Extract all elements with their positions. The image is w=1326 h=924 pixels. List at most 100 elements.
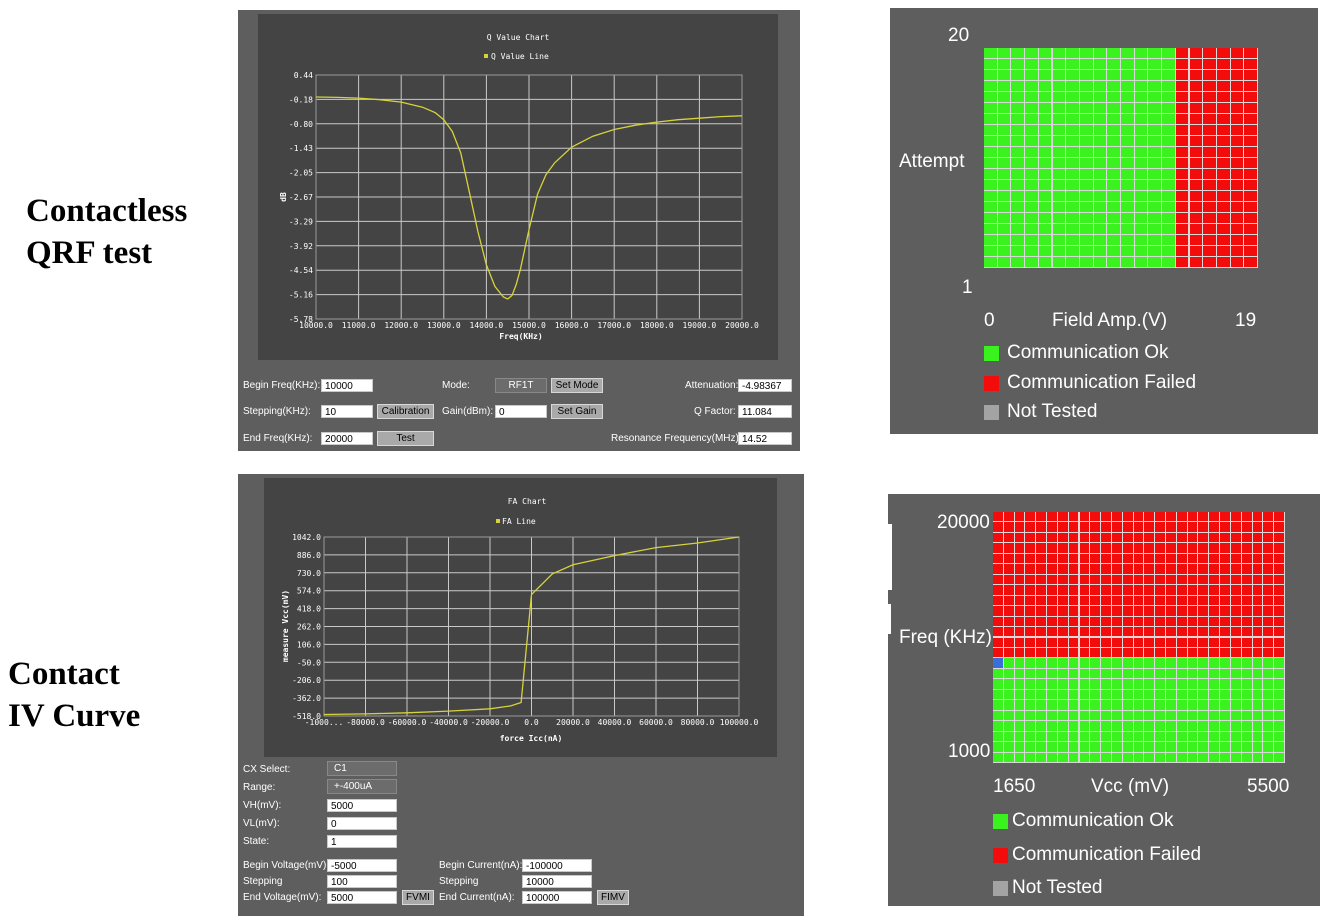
cx-select[interactable]: C1 — [327, 761, 397, 776]
grid-cell — [1066, 246, 1079, 256]
set-mode-button[interactable]: Set Mode — [551, 378, 603, 393]
grid-cell — [1011, 191, 1025, 201]
grid-cell — [1107, 235, 1120, 245]
grid-cell — [1011, 103, 1025, 113]
grid-cell — [1101, 647, 1111, 658]
state-input[interactable]: 1 — [327, 835, 397, 848]
grid-cell — [1209, 752, 1220, 762]
grid-cell — [1220, 564, 1230, 574]
grid-cell — [1203, 158, 1216, 168]
grid-cell — [1252, 668, 1263, 679]
calibration-button[interactable]: Calibration — [377, 404, 434, 419]
grid-cell — [1187, 553, 1198, 564]
grid-cell — [1121, 158, 1134, 168]
grid-cell — [1014, 627, 1025, 637]
grid-cell — [1025, 606, 1036, 616]
grid-cell — [1133, 522, 1144, 532]
grid-cell — [1038, 103, 1052, 113]
grid-cell — [1144, 564, 1155, 574]
vl-label: VL(mV): — [243, 818, 280, 829]
range-select[interactable]: +-400uA — [327, 779, 397, 794]
grid-cell — [1093, 92, 1107, 102]
begin-freq-label: Begin Freq(KHz): — [243, 380, 321, 391]
stepping-current-input[interactable]: 10000 — [522, 875, 592, 888]
vh-label: VH(mV): — [243, 800, 282, 811]
end-voltage-input[interactable]: 5000 — [327, 891, 397, 904]
resonance-value[interactable]: 14.52 — [738, 432, 792, 445]
grid-cell — [1230, 169, 1244, 179]
grid-cell — [997, 136, 1011, 146]
grid-cell — [1057, 742, 1068, 752]
end-current-input[interactable]: 100000 — [522, 891, 592, 904]
grid-cell — [1101, 700, 1111, 710]
end-freq-input[interactable]: 20000 — [321, 432, 373, 445]
grid-cell — [1209, 543, 1220, 553]
grid-cell — [1079, 658, 1090, 668]
grid-cell — [1079, 257, 1093, 267]
grid-cell — [1121, 48, 1134, 58]
grid-cell — [1263, 752, 1274, 762]
grid-cell — [1107, 224, 1120, 234]
grid-cell — [1155, 721, 1166, 731]
grid-cell — [1111, 595, 1122, 606]
grid-cell — [1107, 92, 1120, 102]
grid-cell — [1198, 700, 1209, 710]
grid-cell — [1057, 616, 1068, 627]
grid-cell — [1252, 522, 1263, 532]
grid-cell — [1189, 92, 1203, 102]
grid-cell — [997, 202, 1011, 212]
mode-select[interactable]: RF1T — [495, 378, 547, 393]
grid-cell — [1134, 125, 1148, 135]
grid-cell — [1068, 668, 1079, 679]
qfactor-value[interactable]: 11.084 — [738, 405, 792, 418]
grid-cell — [1079, 512, 1090, 522]
grid-cell — [1166, 721, 1176, 731]
grid-cell — [1175, 235, 1189, 245]
begin-current-input[interactable]: -100000 — [522, 859, 592, 872]
grid-cell — [1263, 606, 1274, 616]
grid-cell — [1230, 752, 1241, 762]
grid-cell — [1252, 752, 1263, 762]
grid-cell — [1176, 616, 1187, 627]
grid-cell — [1093, 224, 1107, 234]
grid-cell — [1175, 257, 1189, 267]
grid-cell — [1209, 553, 1220, 564]
attenuation-value[interactable]: -4.98367 — [738, 379, 792, 392]
grid-cell — [1066, 81, 1079, 91]
grid-cell — [1241, 721, 1252, 731]
stepping-input[interactable]: 10 — [321, 405, 373, 418]
grid-cell — [1175, 59, 1189, 69]
fvmi-button[interactable]: FVMI — [402, 890, 434, 905]
set-gain-button[interactable]: Set Gain — [551, 404, 603, 419]
fimv-button[interactable]: FIMV — [597, 890, 629, 905]
grid-cell — [1166, 532, 1176, 543]
grid-cell — [1068, 658, 1079, 668]
gain-input[interactable]: 0 — [495, 405, 547, 418]
grid-cell — [1111, 721, 1122, 731]
grid-cell — [1148, 136, 1162, 146]
y-tick-label: -1.43 — [289, 144, 313, 153]
grid-cell — [1274, 532, 1284, 543]
grid-cell — [1209, 679, 1220, 689]
grid-cell — [993, 721, 1003, 731]
grid-cell — [1134, 169, 1148, 179]
vl-input[interactable]: 0 — [327, 817, 397, 830]
grid-cell — [1209, 689, 1220, 700]
grid-cell — [1036, 616, 1047, 627]
grid-cell — [1274, 512, 1284, 522]
grid-cell — [1244, 103, 1257, 113]
begin-voltage-input[interactable]: -5000 — [327, 859, 397, 872]
grid-cell — [1090, 564, 1101, 574]
grid-cell — [1025, 59, 1038, 69]
stepping-voltage-input[interactable]: 100 — [327, 875, 397, 888]
grid-cell — [1068, 532, 1079, 543]
grid-cell — [1274, 595, 1284, 606]
vh-input[interactable]: 5000 — [327, 799, 397, 812]
grid-cell — [1003, 532, 1014, 543]
grid-cell — [1090, 512, 1101, 522]
grid-cell — [1252, 742, 1263, 752]
grid-cell — [1203, 114, 1216, 124]
begin-freq-input[interactable]: 10000 — [321, 379, 373, 392]
test-button[interactable]: Test — [377, 431, 434, 446]
grid-cell — [997, 103, 1011, 113]
